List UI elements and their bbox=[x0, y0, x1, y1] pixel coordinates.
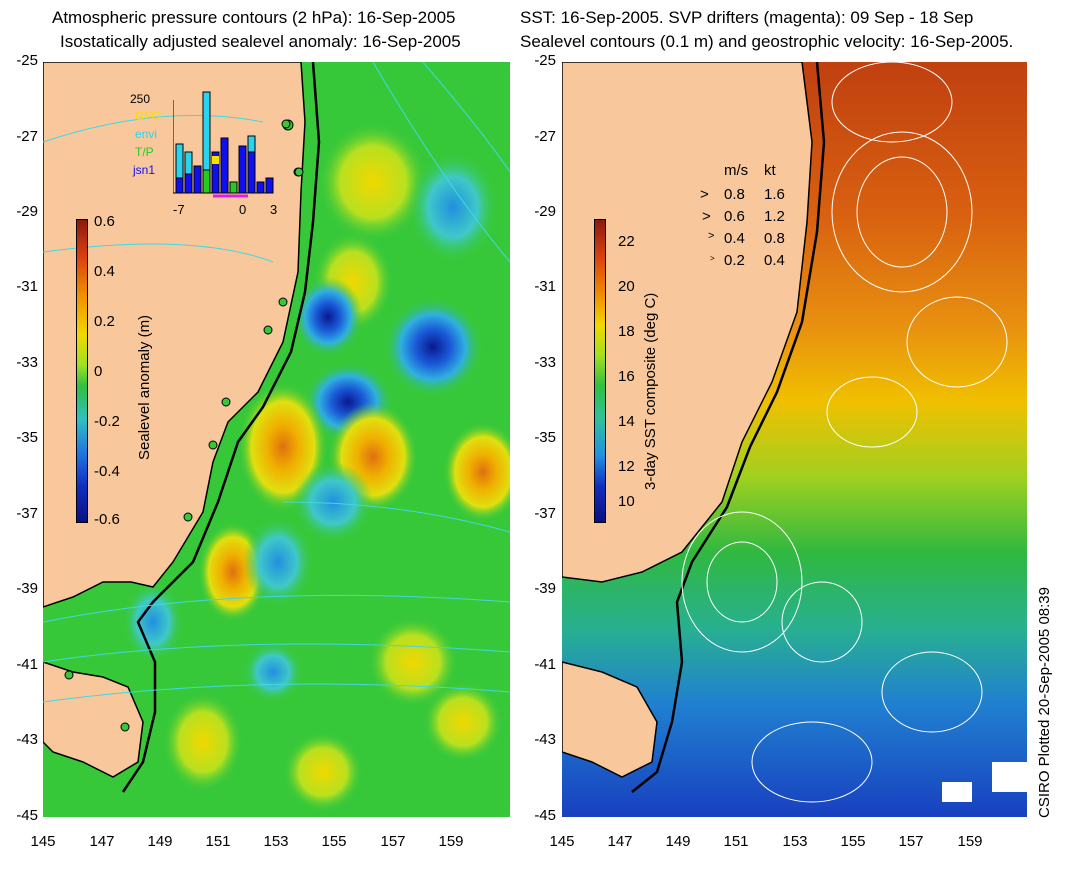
sst-cb-tick: 10 bbox=[618, 493, 635, 510]
lon-tick: 145 bbox=[549, 833, 575, 850]
lon-tick: 159 bbox=[438, 833, 464, 850]
lat-tick: -29 bbox=[534, 203, 556, 220]
lat-tick: -25 bbox=[16, 52, 38, 69]
sealevel-cb-tick: 0.4 bbox=[94, 263, 115, 280]
velocity-legend-kt: 1.6 bbox=[764, 186, 785, 203]
histogram-legend-tp: T/P bbox=[135, 145, 154, 159]
histogram-count-label: 250 bbox=[130, 92, 151, 106]
lat-tick: -25 bbox=[534, 52, 556, 69]
lat-tick: -33 bbox=[16, 354, 38, 371]
sealevel-map-graphic bbox=[43, 62, 510, 812]
lat-tick: -27 bbox=[534, 128, 556, 145]
lat-tick: -39 bbox=[16, 580, 38, 597]
right-title-line2: Sealevel contours (0.1 m) and geostrophi… bbox=[520, 32, 1014, 51]
lat-tick: -29 bbox=[16, 203, 38, 220]
lat-tick: -43 bbox=[534, 731, 556, 748]
velocity-arrow-icon: > bbox=[700, 186, 709, 203]
velocity-arrow-icon: > bbox=[702, 208, 711, 225]
velocity-legend-ms: 0.4 bbox=[724, 230, 745, 247]
velocity-legend-kt-header: kt bbox=[764, 162, 776, 179]
velocity-legend-ms: 0.8 bbox=[724, 186, 745, 203]
velocity-legend-ms: 0.6 bbox=[724, 208, 745, 225]
histogram-legend-gfo: GFO bbox=[135, 109, 161, 123]
lat-tick: -35 bbox=[534, 429, 556, 446]
lon-tick: 149 bbox=[665, 833, 691, 850]
lon-tick: 147 bbox=[89, 833, 115, 850]
sst-cb-tick: 18 bbox=[618, 323, 635, 340]
lat-tick: -41 bbox=[534, 656, 556, 673]
left-title-line1: Atmospheric pressure contours (2 hPa): 1… bbox=[52, 8, 456, 27]
plot-timestamp-note: CSIRO Plotted 20-Sep-2005 08:39 bbox=[1036, 587, 1053, 818]
lat-tick: -43 bbox=[16, 731, 38, 748]
lat-tick: -33 bbox=[534, 354, 556, 371]
lon-tick: 151 bbox=[723, 833, 749, 850]
lon-tick: 157 bbox=[898, 833, 924, 850]
sealevel-colorbar bbox=[76, 219, 88, 523]
velocity-legend-ms-header: m/s bbox=[724, 162, 749, 179]
lat-tick: -37 bbox=[16, 505, 38, 522]
sst-map bbox=[562, 62, 1027, 817]
sealevel-anomaly-map bbox=[43, 62, 510, 817]
velocity-arrow-icon: > bbox=[708, 230, 715, 242]
left-title-line2: Isostatically adjusted sealevel anomaly:… bbox=[60, 32, 461, 51]
velocity-legend-kt: 1.2 bbox=[764, 208, 785, 225]
altimeter-histogram: 250 GFO envi T/P jsn1 -7 0 3 bbox=[125, 86, 285, 217]
sst-map-graphic bbox=[562, 62, 1027, 803]
velocity-legend-kt: 0.8 bbox=[764, 230, 785, 247]
sst-cb-tick: 22 bbox=[618, 233, 635, 250]
lat-tick: -41 bbox=[16, 656, 38, 673]
velocity-arrow-icon: > bbox=[710, 254, 715, 263]
histogram-xtick: 3 bbox=[270, 202, 278, 217]
sealevel-cb-tick: 0 bbox=[94, 363, 103, 380]
lat-tick: -31 bbox=[534, 278, 556, 295]
velocity-legend: m/s kt > 0.8 1.6 > 0.6 1.2 > 0.4 0.8 > 0… bbox=[700, 162, 800, 274]
lon-tick: 159 bbox=[957, 833, 983, 850]
lat-tick: -37 bbox=[534, 505, 556, 522]
sealevel-cb-tick: -0.6 bbox=[94, 511, 120, 528]
velocity-legend-ms: 0.2 bbox=[724, 252, 745, 269]
sst-cb-tick: 20 bbox=[618, 278, 635, 295]
lon-tick: 151 bbox=[205, 833, 231, 850]
lat-tick: -39 bbox=[534, 580, 556, 597]
histogram-xtick: -7 bbox=[173, 202, 185, 217]
lon-tick: 153 bbox=[782, 833, 808, 850]
sealevel-cb-tick: 0.2 bbox=[94, 313, 115, 330]
lon-tick: 155 bbox=[840, 833, 866, 850]
lat-tick: -45 bbox=[534, 807, 556, 824]
lon-tick: 157 bbox=[380, 833, 406, 850]
lat-tick: -45 bbox=[16, 807, 38, 824]
right-title-line1: SST: 16-Sep-2005. SVP drifters (magenta)… bbox=[520, 8, 974, 27]
histogram-xtick: 0 bbox=[239, 202, 247, 217]
lon-tick: 155 bbox=[321, 833, 347, 850]
sst-cb-tick: 14 bbox=[618, 413, 635, 430]
sst-cb-tick: 16 bbox=[618, 368, 635, 385]
lon-tick: 147 bbox=[607, 833, 633, 850]
sealevel-cb-tick: -0.2 bbox=[94, 413, 120, 430]
sst-cb-tick: 12 bbox=[618, 458, 635, 475]
lon-tick: 153 bbox=[263, 833, 289, 850]
sst-colorbar-label: 3-day SST composite (deg C) bbox=[642, 292, 659, 490]
histogram-legend-envi: envi bbox=[135, 127, 158, 141]
sealevel-colorbar-label: Sealevel anomaly (m) bbox=[136, 314, 153, 460]
sealevel-cb-tick: -0.4 bbox=[94, 463, 120, 480]
velocity-legend-kt: 0.4 bbox=[764, 252, 785, 269]
lat-tick: -35 bbox=[16, 429, 38, 446]
histogram-legend-jsn1: jsn1 bbox=[133, 163, 156, 177]
lon-tick: 145 bbox=[30, 833, 56, 850]
sst-colorbar bbox=[594, 219, 606, 523]
histogram-bars bbox=[173, 91, 274, 198]
lon-tick: 149 bbox=[147, 833, 173, 850]
lat-tick: -27 bbox=[16, 128, 38, 145]
sealevel-cb-tick: 0.6 bbox=[94, 213, 115, 230]
lat-tick: -31 bbox=[16, 278, 38, 295]
